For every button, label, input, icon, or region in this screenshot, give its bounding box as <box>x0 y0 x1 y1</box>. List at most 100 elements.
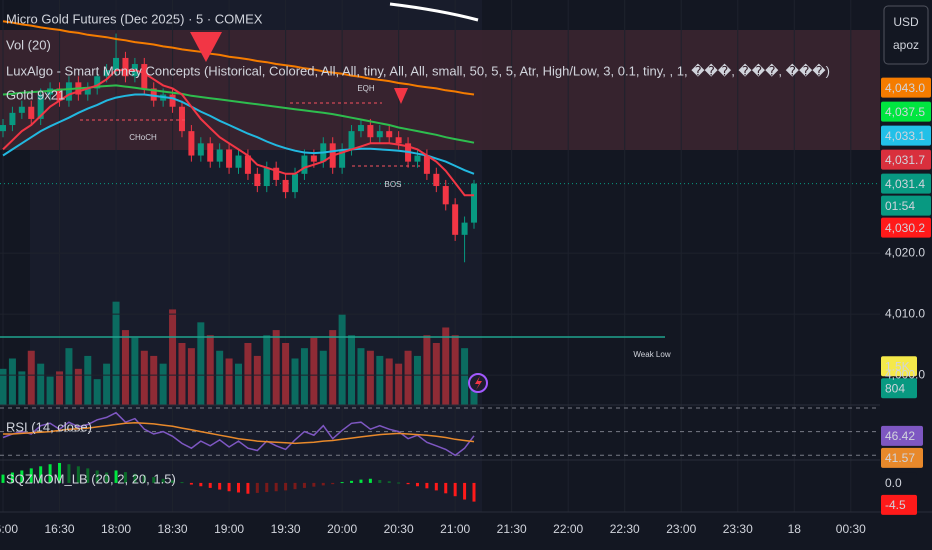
momentum-bar <box>397 482 401 484</box>
candle-body <box>310 155 317 162</box>
momentum-bar <box>67 464 71 483</box>
volume-title[interactable]: Vol (20) <box>6 37 51 52</box>
momentum-bar <box>359 479 363 483</box>
volume-bar <box>319 350 327 405</box>
momentum-bar <box>302 482 306 488</box>
rsi-title[interactable]: RSI (14, close) <box>6 419 92 434</box>
countdown: 01:54 <box>885 199 915 213</box>
candle-body <box>207 143 214 162</box>
momentum-bar <box>86 468 90 483</box>
smc-label: Weak Low <box>633 350 670 359</box>
volume-bar <box>18 371 26 405</box>
volume-bar <box>178 343 186 405</box>
currency-box[interactable] <box>883 5 929 65</box>
candle-body <box>452 204 459 235</box>
symbol-title[interactable]: Micro Gold Futures (Dec 2025) · 5 · COME… <box>6 11 263 26</box>
momentum-bar <box>218 482 222 490</box>
indicator-title[interactable]: Gold 9x21 <box>6 87 65 102</box>
x-tick-label: 21:00 <box>440 522 470 536</box>
candle-body <box>235 155 242 168</box>
volume-bar <box>0 368 7 405</box>
volume-tag <box>881 378 917 399</box>
volume-bar <box>46 376 54 405</box>
candle-body <box>292 173 299 193</box>
y-tick-label: 4,010.0 <box>885 306 925 320</box>
volume-bar <box>451 335 459 405</box>
x-tick-label: 22:00 <box>553 522 583 536</box>
momentum-bar <box>180 482 184 484</box>
price-tag-label: 4,031.4 <box>885 177 925 191</box>
price-tag-label: 4,031.7 <box>885 153 925 167</box>
momentum-bar <box>227 482 231 492</box>
candle-body <box>244 155 251 174</box>
momentum-bar <box>293 482 297 490</box>
volume-bar <box>93 379 101 405</box>
price-tag-label: 4,037.5 <box>885 105 925 119</box>
volume-bar <box>253 355 261 405</box>
volume-bar <box>348 335 356 405</box>
candle-body <box>113 57 120 71</box>
momentum-bar <box>161 478 165 483</box>
volume-bar <box>74 368 82 405</box>
candle-body <box>178 106 185 132</box>
candle-body <box>141 64 148 89</box>
volume-bar <box>84 355 92 405</box>
momentum-bar <box>20 470 24 483</box>
candle-body <box>301 155 308 174</box>
x-tick-label: 18 <box>788 522 802 536</box>
candle-body <box>65 82 72 101</box>
momentum-bar <box>453 482 457 497</box>
candle-body <box>84 88 91 95</box>
sqz-title[interactable]: SQZMOM_LB (20, 2, 20, 1.5) <box>6 471 176 486</box>
price-tag <box>881 77 931 98</box>
indicator-title[interactable]: LuxAlgo - Smart Money Concepts (Historic… <box>6 63 830 78</box>
rsi-tag <box>881 447 923 468</box>
momentum-bar <box>199 482 203 487</box>
momentum-bar <box>208 482 212 488</box>
zero-tag <box>881 472 917 493</box>
momentum-bar <box>444 482 448 494</box>
volume-ma-tag <box>881 356 917 377</box>
momentum-bar <box>350 480 354 483</box>
momentum-bar <box>246 482 250 494</box>
volume-bar <box>187 348 195 405</box>
candle-body <box>122 57 129 77</box>
volume-label: 804 <box>885 381 905 395</box>
price-tag-label: 4,030.2 <box>885 221 925 235</box>
volume-bar <box>385 358 393 405</box>
price-tag <box>881 125 931 146</box>
smc-label: EQH <box>357 84 375 93</box>
currency[interactable]: USD <box>893 15 919 29</box>
rsi-tag <box>881 425 923 446</box>
volume-bar <box>395 363 403 405</box>
y-tick-label: 4,020.0 <box>885 245 925 259</box>
volume-bar <box>150 355 158 405</box>
volume-bar <box>225 358 233 405</box>
indicator-line <box>2 411 475 457</box>
momentum-bar <box>142 475 146 483</box>
volume-bar <box>169 309 177 405</box>
candle-body <box>197 143 204 156</box>
momentum-bar <box>1 474 5 483</box>
momentum-bar <box>434 482 438 491</box>
momentum-bar <box>387 481 391 483</box>
candle-body <box>56 88 63 101</box>
rsi-tag-label: 41.57 <box>885 451 915 465</box>
candle-body <box>442 186 449 205</box>
volume-bar <box>131 337 139 405</box>
volume-bar <box>263 335 271 405</box>
volume-bar <box>159 363 167 405</box>
candle-body <box>414 155 421 162</box>
candle-body <box>37 94 44 119</box>
x-tick-label: 18:00 <box>101 522 131 536</box>
candle-body <box>471 183 477 223</box>
countdown-tag <box>881 195 931 216</box>
volume-bar <box>432 343 440 405</box>
x-tick-label: 20:00 <box>327 522 357 536</box>
momentum-bar <box>321 482 325 486</box>
unit[interactable]: apoz <box>893 38 919 52</box>
indicator-line <box>2 84 475 144</box>
volume-bar <box>300 348 308 405</box>
indicator-line <box>2 69 474 197</box>
long-ma <box>389 2 479 22</box>
